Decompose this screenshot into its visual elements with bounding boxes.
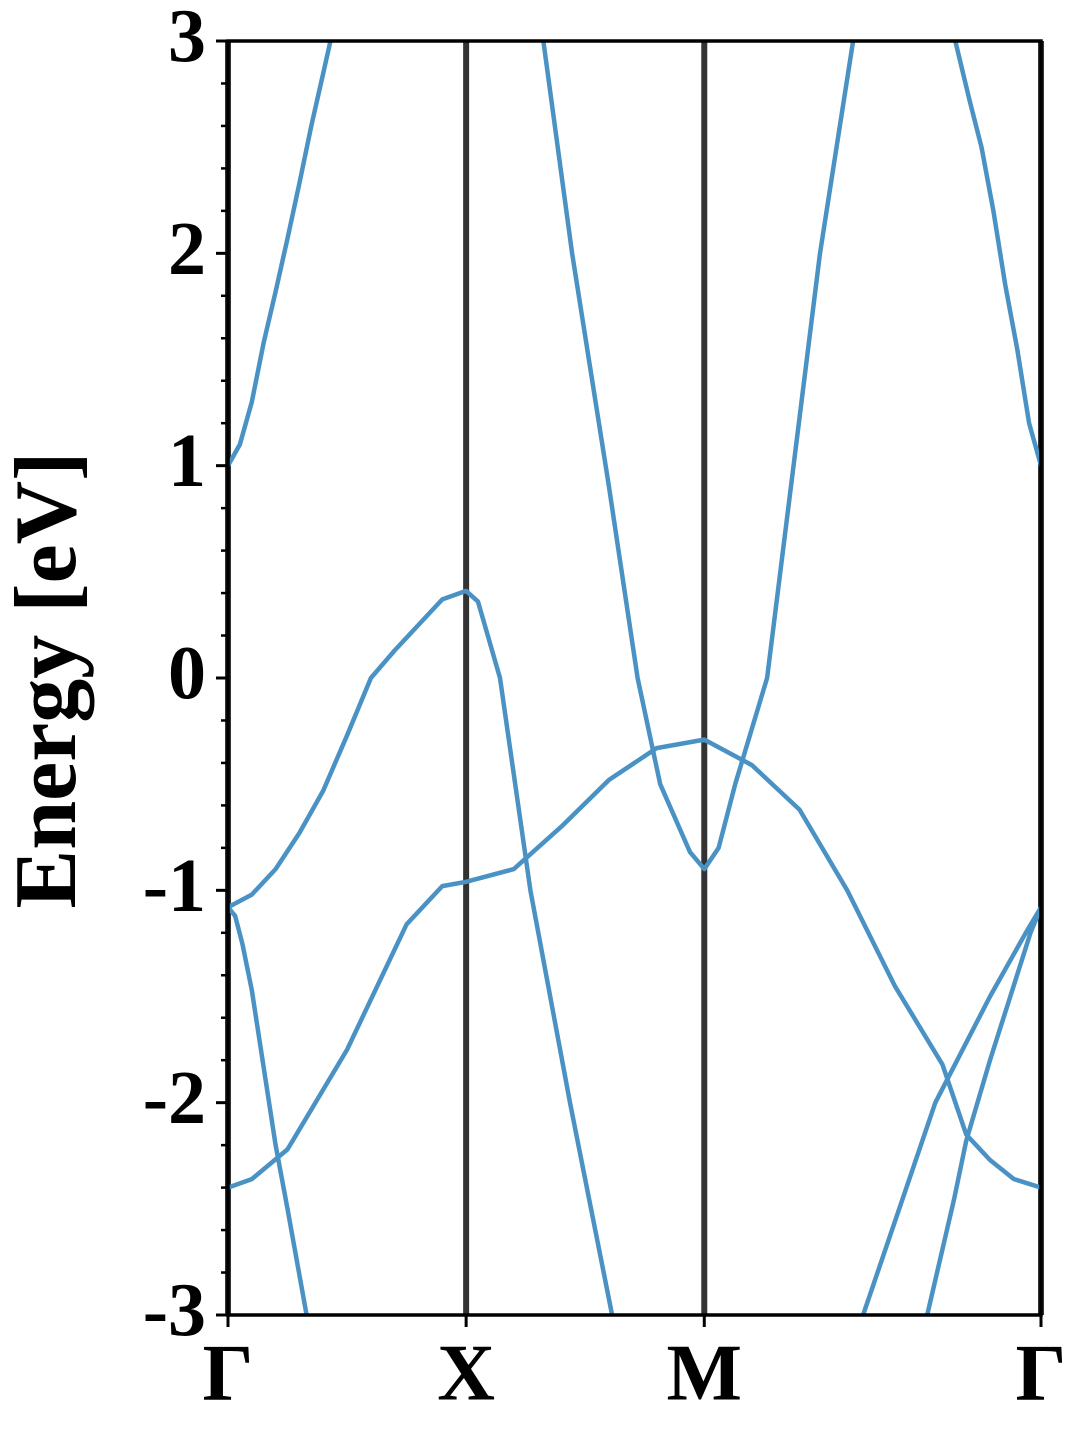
band-line <box>860 905 1041 1315</box>
plot-frame <box>226 39 1043 1317</box>
x-tick-label: Γ <box>203 1329 254 1417</box>
band-line <box>228 737 1041 1190</box>
y-axis-label: Energy [eV] <box>0 452 95 909</box>
y-tick-label: 2 <box>168 207 206 291</box>
y-tick-label: 1 <box>168 419 206 503</box>
y-tick-label: -3 <box>143 1268 206 1352</box>
band-line <box>228 588 615 1315</box>
band-line <box>228 41 333 468</box>
bands <box>228 41 1041 1315</box>
band-line <box>541 41 856 872</box>
y-tick-label: -2 <box>143 1056 206 1140</box>
y-tick-label: 0 <box>168 631 206 715</box>
y-tick-label: 3 <box>168 0 206 78</box>
band-line <box>952 41 1041 468</box>
x-tick-label: X <box>437 1329 495 1417</box>
x-tick-label: Γ <box>1016 1329 1067 1417</box>
x-tick-label: M <box>667 1329 743 1417</box>
band-line <box>228 905 309 1315</box>
y-tick-label: -1 <box>143 844 206 928</box>
band-line <box>924 905 1041 1315</box>
